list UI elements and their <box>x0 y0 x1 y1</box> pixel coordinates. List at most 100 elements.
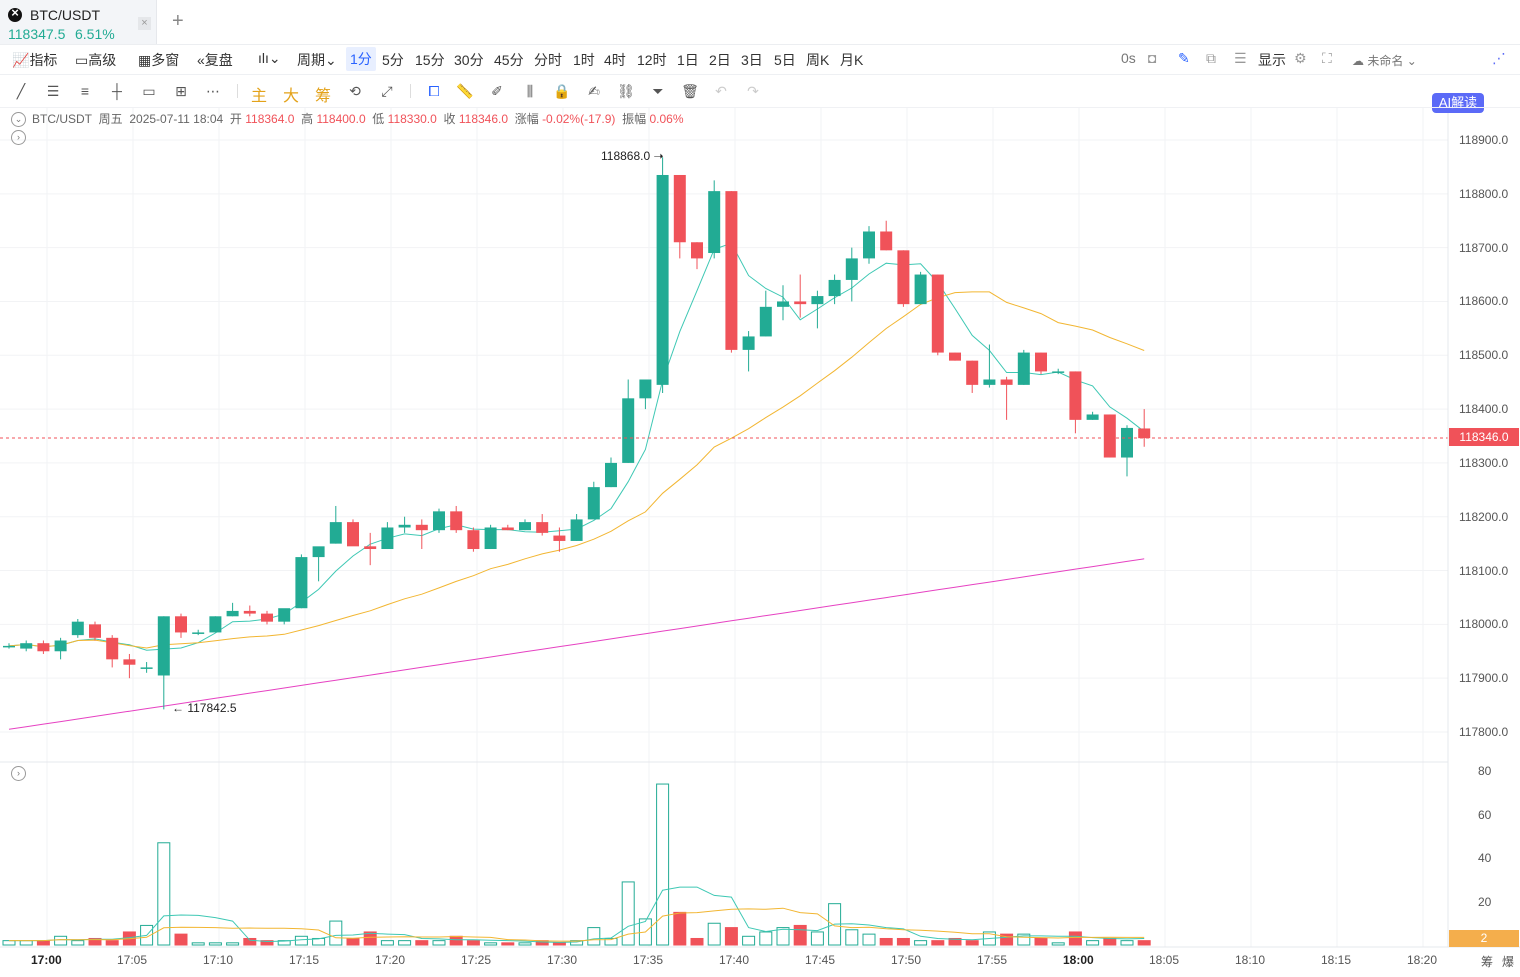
period-3d[interactable]: 3日 <box>741 52 763 68</box>
candle-body <box>20 643 33 649</box>
period-30m[interactable]: 30分 <box>454 52 484 68</box>
period-month[interactable]: 月K <box>840 52 864 68</box>
horizontal-lines-icon[interactable]: ≡ <box>80 83 90 99</box>
ma-mid-line <box>8 291 1145 649</box>
close-tab-icon[interactable]: × <box>138 17 151 30</box>
parallel-lines-icon[interactable]: ☰ <box>46 83 60 99</box>
filter-icon[interactable]: ⏷ <box>652 83 664 99</box>
multi-window-icon: ▦ <box>138 52 152 68</box>
period-2d[interactable]: 2日 <box>709 52 731 68</box>
fullscreen-icon[interactable]: ⛶ <box>1322 50 1332 66</box>
period-5m[interactable]: 5分 <box>382 52 404 68</box>
candle-body <box>209 616 222 633</box>
replay-button[interactable]: «复盘 <box>197 52 233 68</box>
more-icon[interactable]: ⋯ <box>206 83 220 99</box>
ai-interpret-button[interactable]: AI解读 <box>1432 93 1484 113</box>
candle-body <box>3 645 15 648</box>
redo-icon[interactable]: ↷ <box>747 83 759 99</box>
candle-body <box>639 379 652 399</box>
period-1h[interactable]: 1时 <box>573 52 595 68</box>
volume-bar <box>656 783 670 946</box>
trash-icon[interactable]: 🗑 <box>681 83 699 99</box>
period-45m[interactable]: 45分 <box>494 52 524 68</box>
share-icon[interactable]: ⋰ <box>1492 50 1506 66</box>
period-timeshare[interactable]: 分时 <box>534 52 562 68</box>
period-button[interactable]: 周期⌄ <box>297 52 337 68</box>
candle-body <box>656 174 669 385</box>
price-axis-label: 118500.0 <box>1459 348 1509 363</box>
candle-body <box>1121 427 1133 458</box>
add-box-icon[interactable]: ⊞ <box>175 83 187 99</box>
chips-button[interactable]: 筹 <box>315 88 332 105</box>
horizontal-ray-icon[interactable]: ┼ <box>112 83 122 99</box>
ohlc-open: 118364.0 <box>245 112 295 126</box>
period-5d[interactable]: 5日 <box>774 52 796 68</box>
collapse-legend-icon[interactable]: ⌄ <box>11 112 26 127</box>
expand-volume-icon[interactable]: › <box>11 766 26 781</box>
volume-bar <box>415 940 429 946</box>
measure-icon[interactable]: ⤢ <box>381 83 393 99</box>
indicator-button[interactable]: 📈指标 <box>12 52 58 68</box>
volume-bar <box>862 933 876 946</box>
ma-fast-line <box>8 242 1145 651</box>
period-1d[interactable]: 1日 <box>677 52 699 68</box>
candle-body <box>278 608 291 622</box>
candle-body <box>1017 352 1030 385</box>
candle-body <box>519 522 531 531</box>
chevron-down-icon: ⌄ <box>268 50 281 66</box>
add-tab-icon[interactable]: + <box>172 10 184 32</box>
settings-gear-icon[interactable]: ⚙ <box>1294 50 1307 66</box>
candle-body <box>140 667 153 669</box>
tab-btc-usdt[interactable]: BTC/USDT 118347.5 6.51% × <box>0 0 157 44</box>
main-force-button[interactable]: 主 <box>251 88 268 105</box>
multi-window-button[interactable]: ▦多窗 <box>138 52 180 68</box>
period-week[interactable]: 周K <box>806 52 830 68</box>
chart-type-button[interactable]: ılı⌄ <box>258 50 281 67</box>
time-axis-label: 18:15 <box>1321 953 1352 967</box>
volume-bar <box>931 940 945 946</box>
candle-body <box>691 242 703 259</box>
undo-icon[interactable]: ↶ <box>715 83 727 99</box>
candle-body <box>536 522 549 533</box>
period-4h[interactable]: 4时 <box>604 52 626 68</box>
ruler-icon[interactable]: 📏 <box>456 83 474 99</box>
link-icon[interactable]: ⛓ <box>617 83 635 99</box>
brush-icon[interactable]: ✐ <box>491 83 503 99</box>
list-icon[interactable]: ☰ <box>1234 50 1247 66</box>
expand-indicators-icon[interactable]: › <box>11 130 26 145</box>
sync-icon[interactable]: ⟲ <box>349 83 361 99</box>
lock-icon[interactable]: 🔒 <box>553 83 571 99</box>
rectangle-icon[interactable]: ▭ <box>142 83 156 99</box>
time-axis-label: 18:05 <box>1149 953 1180 967</box>
candle-body <box>863 231 875 259</box>
period-15m[interactable]: 15分 <box>415 52 445 68</box>
window-icon[interactable]: ⧉ <box>1206 50 1216 66</box>
display-button[interactable]: 显示 <box>1258 52 1286 68</box>
period-1m[interactable]: 1分 <box>346 47 376 71</box>
candle-body <box>89 624 101 638</box>
ma-slow-line <box>8 558 1145 730</box>
corner-chips-button[interactable]: 筹 <box>1481 955 1494 969</box>
corner-liquidation-button[interactable]: 爆 <box>1502 955 1515 969</box>
volume-bar <box>2 940 16 946</box>
candles-icon[interactable]: ⫼ <box>526 83 534 99</box>
big-order-button[interactable]: 大 <box>283 88 300 105</box>
ohlc-legend: BTC/USDT 周五 2025-07-11 18:04 开 118364.0 … <box>32 112 684 126</box>
volume-bar <box>879 937 893 946</box>
candle-body <box>931 274 944 353</box>
candle-body <box>192 632 205 634</box>
camera-icon[interactable]: ◘ <box>1148 50 1157 66</box>
note-icon[interactable]: ✍ <box>588 83 600 99</box>
trendline-icon[interactable]: ╱ <box>16 83 26 99</box>
layout-name-button[interactable]: ☁ 未命名 ⌄ <box>1352 54 1417 68</box>
magnet-icon[interactable]: ⧠ <box>428 83 440 99</box>
candle-body <box>175 616 187 633</box>
pen-icon[interactable]: ✎ <box>1178 50 1190 66</box>
price-axis-label: 118700.0 <box>1459 240 1509 255</box>
advanced-button[interactable]: ▭高级 <box>75 52 117 68</box>
period-12h[interactable]: 12时 <box>637 52 667 68</box>
candle-body <box>949 352 961 361</box>
volume-bar <box>742 935 756 946</box>
ohlc-change: -0.02%(-17.9) <box>542 112 616 126</box>
